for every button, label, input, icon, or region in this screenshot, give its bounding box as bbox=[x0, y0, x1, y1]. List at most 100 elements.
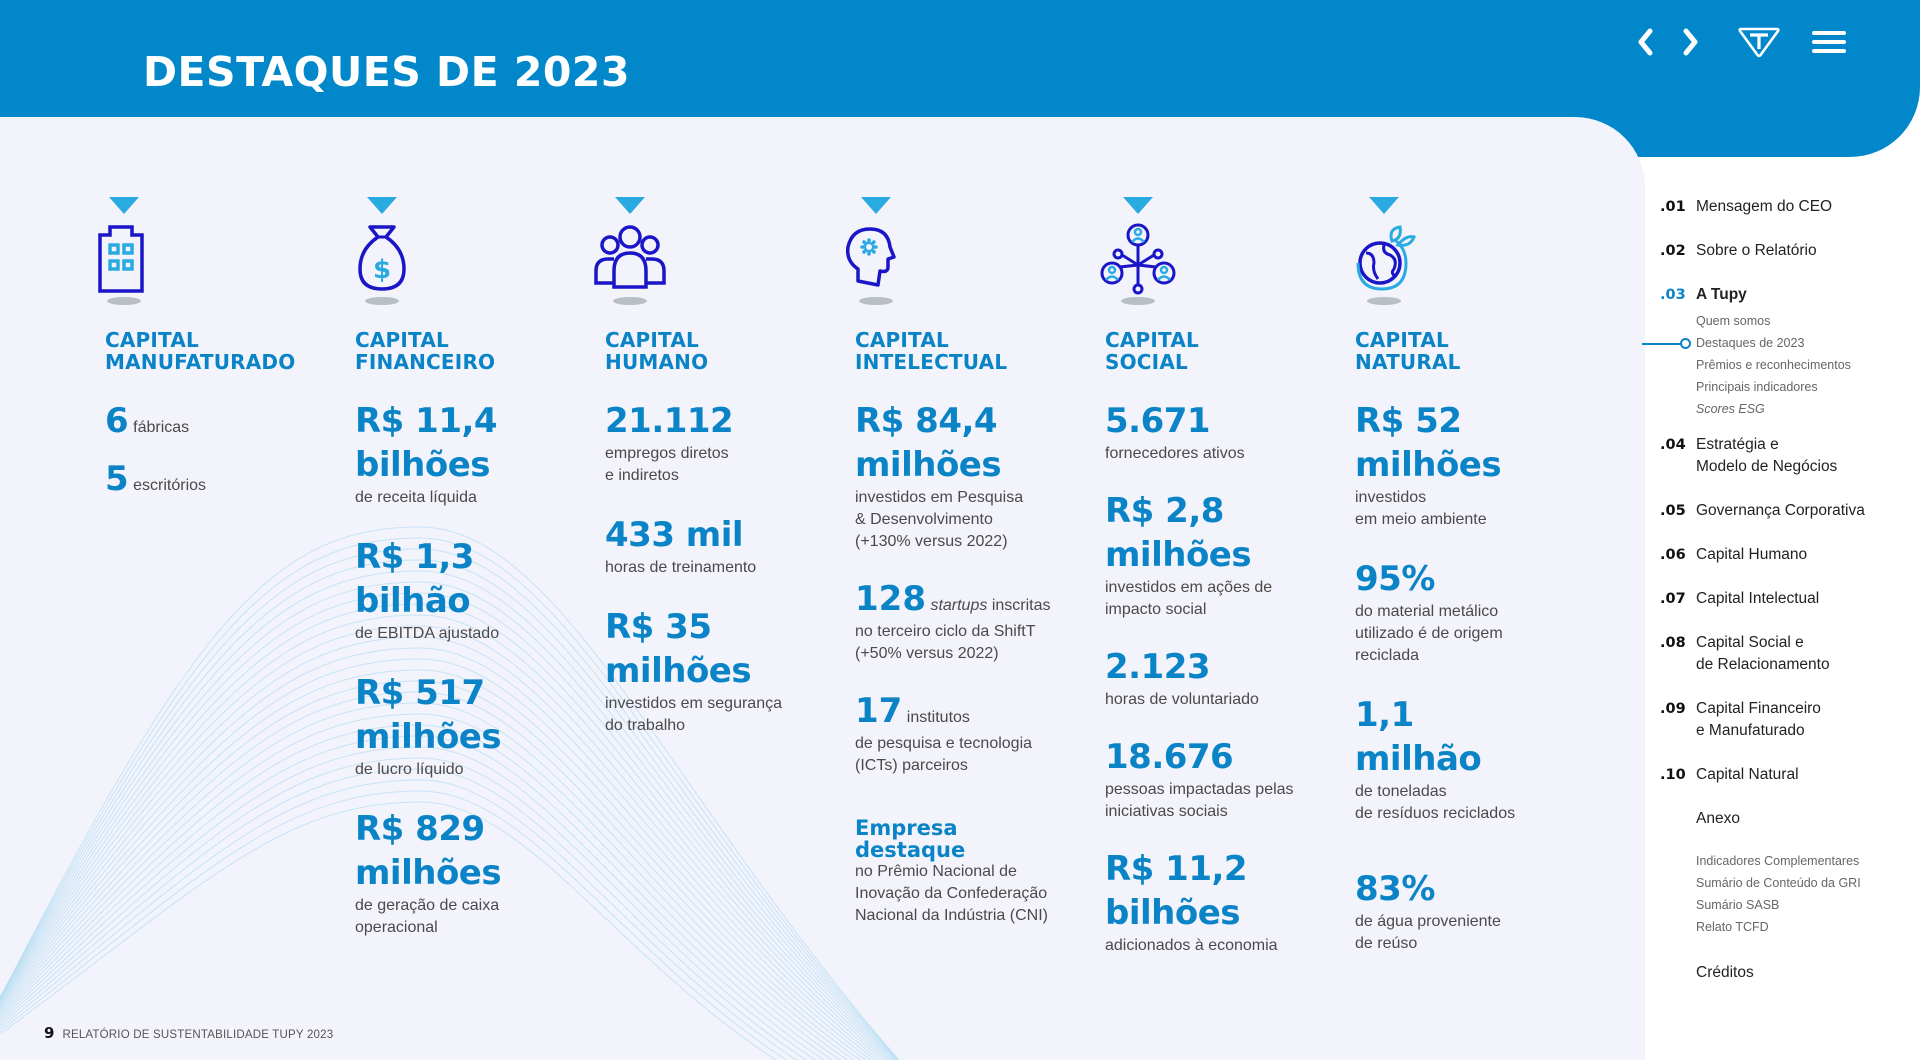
stats-list: R$ 84,4 milhões investidos em Pesquisa & De… bbox=[855, 399, 1095, 951]
toc-credits[interactable]: Créditos bbox=[1696, 964, 1754, 981]
stat-value-unit: milhões bbox=[1355, 445, 1502, 485]
stat-value-unit: milhão bbox=[1355, 739, 1482, 779]
stat-description: Nacional da Indústria (CNI) bbox=[855, 907, 1048, 924]
toc-subitems: Quem somos Destaques de 2023 Prêmios e rec… bbox=[1642, 310, 1920, 420]
stat-value-unit: milhões bbox=[355, 853, 502, 893]
stat-value: 5 bbox=[105, 459, 129, 499]
stat-description: investidos em ações de bbox=[1105, 579, 1273, 596]
stat-value-unit: milhões bbox=[605, 651, 752, 691]
stat-value: R$ 52 bbox=[1355, 401, 1462, 441]
stat-description: horas de treinamento bbox=[605, 559, 757, 576]
stat-value: 5.671 bbox=[1105, 401, 1211, 441]
stat-value: 18.676 bbox=[1105, 737, 1234, 777]
stat-inline-label: institutos bbox=[907, 709, 970, 726]
stat-item: R$ 829 milhões de geração de caixa operacio… bbox=[355, 807, 595, 939]
next-page-button[interactable] bbox=[1670, 22, 1710, 62]
stat-value: 433 mil bbox=[605, 515, 744, 555]
home-logo-button[interactable] bbox=[1736, 22, 1782, 62]
stats-list: R$ 11,4 bilhões de receita líquida R$ 1,3 bi… bbox=[355, 399, 595, 965]
stat-item: 2.123 horas de voluntariado bbox=[1105, 645, 1345, 711]
stat-item: 6 fábricas bbox=[105, 399, 345, 443]
toc-subitem[interactable]: Principais indicadores bbox=[1696, 380, 1818, 394]
stat-description: investidos em segurança bbox=[605, 695, 782, 712]
stat-item: R$ 2,8 milhões investidos em ações de impac… bbox=[1105, 489, 1345, 621]
stat-description: pessoas impactadas pelas bbox=[1105, 781, 1294, 798]
capital-title: CAPITAL INTELECTUAL bbox=[855, 329, 1007, 373]
toc-item[interactable]: .09 Capital Financeiro e Manufaturado bbox=[1660, 698, 1920, 742]
stat-item: 95% do material metálico utilizado é de or… bbox=[1355, 557, 1595, 667]
svg-text:$: $ bbox=[373, 255, 391, 285]
toc-label: Capital Social e de Relacionamento bbox=[1696, 634, 1830, 673]
toc-item[interactable]: .06 Capital Humano bbox=[1660, 544, 1920, 566]
stat-item: 18.676 pessoas impactadas pelas iniciativa… bbox=[1105, 735, 1345, 823]
toc-item[interactable]: .03 A Tupy bbox=[1660, 284, 1920, 306]
stat-description: (ICTs) parceiros bbox=[855, 757, 968, 774]
toc-annex-item[interactable]: Relato TCFD bbox=[1696, 920, 1769, 934]
building-icon bbox=[84, 223, 164, 295]
toc-subitem[interactable]: Quem somos bbox=[1696, 314, 1771, 328]
stat-description: de receita líquida bbox=[355, 489, 477, 506]
toc-label: Capital Humano bbox=[1696, 546, 1808, 563]
stat-value-unit: bilhões bbox=[355, 445, 491, 485]
stat-value: 1,1 bbox=[1355, 695, 1414, 735]
stat-description: utilizado é de origem bbox=[1355, 625, 1503, 642]
stat-description: do material metálico bbox=[1355, 603, 1499, 620]
stat-item: 1,1 milhão de toneladas de resíduos recicla… bbox=[1355, 693, 1595, 825]
stat-item: R$ 11,2 bilhões adicionados à economia bbox=[1105, 847, 1345, 957]
toc-item[interactable]: .01 Mensagem do CEO bbox=[1660, 196, 1920, 218]
prev-page-button[interactable] bbox=[1626, 22, 1666, 62]
people-group-icon bbox=[590, 223, 670, 295]
stat-description: de lucro líquido bbox=[355, 761, 464, 778]
stat-description: impacto social bbox=[1105, 601, 1207, 618]
stat-item: R$ 1,3 bilhão de EBITDA ajustado bbox=[355, 535, 595, 645]
toc-item[interactable]: .08 Capital Social e de Relacionamento bbox=[1660, 632, 1920, 676]
stat-value: 6 bbox=[105, 401, 129, 441]
toc-subitem[interactable]: Scores ESG bbox=[1696, 402, 1765, 416]
money-bag-icon: $ bbox=[342, 223, 422, 295]
toc-label: Mensagem do CEO bbox=[1696, 198, 1833, 215]
stat-item: 17 institutos de pesquisa e tecnologia (IC… bbox=[855, 689, 1095, 777]
toc-annex-item[interactable]: Sumário SASB bbox=[1696, 898, 1780, 912]
stat-value: 83% bbox=[1355, 869, 1435, 909]
icon-shadow bbox=[1121, 297, 1155, 305]
toc-subitem[interactable]: Prêmios e reconhecimentos bbox=[1696, 358, 1851, 372]
toc-number: .03 bbox=[1660, 287, 1686, 303]
stat-description: de reúso bbox=[1355, 935, 1418, 952]
toc-annex[interactable]: Anexo bbox=[1696, 810, 1740, 827]
main-panel: CAPITAL MANUFATURADO 6 fábricas 5 escritó… bbox=[0, 117, 1645, 1060]
toc-label: A Tupy bbox=[1696, 286, 1747, 303]
footer-report-title: RELATÓRIO DE SUSTENTABILIDADE TUPY 2023 bbox=[62, 1029, 334, 1041]
capital-title: CAPITAL SOCIAL bbox=[1105, 329, 1199, 373]
stat-description: no Prêmio Nacional de bbox=[855, 863, 1017, 880]
menu-button[interactable] bbox=[1806, 22, 1852, 62]
stat-description: de EBITDA ajustado bbox=[355, 625, 500, 642]
stats-list: R$ 52 milhões investidos em meio ambiente 95… bbox=[1355, 399, 1595, 981]
stat-description: reciclada bbox=[1355, 647, 1420, 664]
stat-description: (+130% versus 2022) bbox=[855, 533, 1008, 550]
stat-inline-label: escritórios bbox=[133, 477, 206, 494]
toc-item[interactable]: .10 Capital Natural bbox=[1660, 764, 1920, 786]
capital-title: CAPITAL MANUFATURADO bbox=[105, 329, 295, 373]
toc-item[interactable]: .07 Capital Intelectual bbox=[1660, 588, 1920, 610]
icon-shadow bbox=[1367, 297, 1401, 305]
toc-annex-item[interactable]: Sumário de Conteúdo da GRI bbox=[1696, 876, 1861, 890]
toc-annex-item[interactable]: Indicadores Complementares bbox=[1696, 854, 1860, 868]
stat-item: R$ 11,4 bilhões de receita líquida bbox=[355, 399, 595, 509]
stat-item: R$ 35 milhões investidos em segurança do tr… bbox=[605, 605, 845, 737]
toc-subitem-current[interactable]: Destaques de 2023 bbox=[1642, 332, 1920, 354]
stat-description: em meio ambiente bbox=[1355, 511, 1487, 528]
stat-description: operacional bbox=[355, 919, 438, 936]
stat-value: Empresa bbox=[855, 816, 958, 840]
stat-item: Empresa destaque no Prêmio Nacional de Inov… bbox=[855, 817, 1095, 927]
toc-label: Capital Natural bbox=[1696, 766, 1799, 783]
stat-item: R$ 52 milhões investidos em meio ambiente bbox=[1355, 399, 1595, 531]
stat-value: 2.123 bbox=[1105, 647, 1211, 687]
toc-item[interactable]: .02 Sobre o Relatório bbox=[1660, 240, 1920, 262]
triangle-marker-icon bbox=[367, 197, 397, 214]
capital-title: CAPITAL HUMANO bbox=[605, 329, 708, 373]
stat-description: de pesquisa e tecnologia bbox=[855, 735, 1033, 752]
toc-item[interactable]: .04 Estratégia e Modelo de Negócios bbox=[1660, 434, 1920, 478]
toc-item[interactable]: .05 Governança Corporativa bbox=[1660, 500, 1920, 522]
stat-description: de água proveniente bbox=[1355, 913, 1501, 930]
stat-description: & Desenvolvimento bbox=[855, 511, 993, 528]
